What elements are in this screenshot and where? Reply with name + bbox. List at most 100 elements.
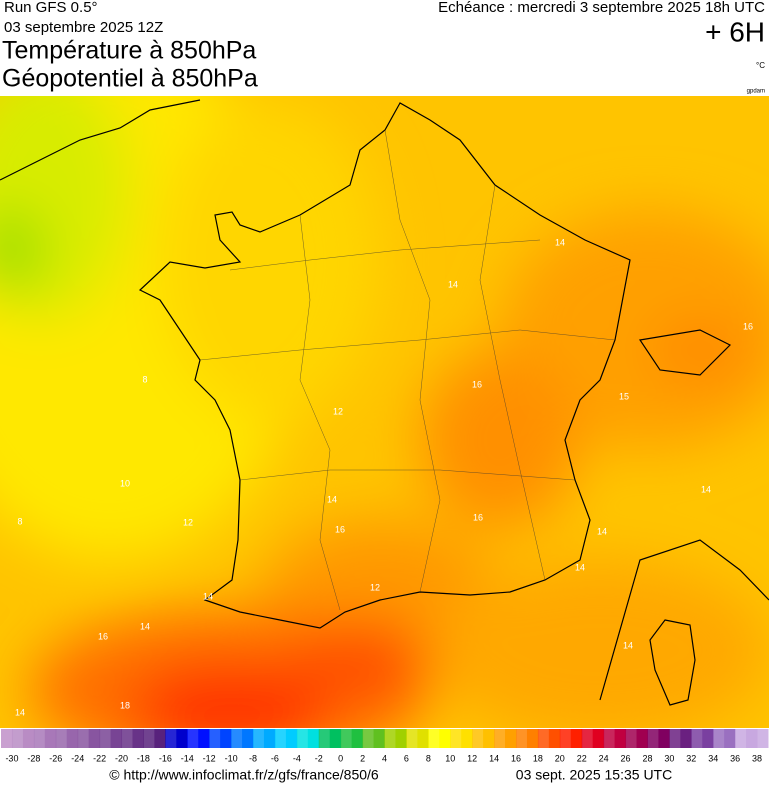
contour-label: 12 — [333, 406, 343, 416]
scale-swatch — [198, 729, 210, 748]
scale-label: 16 — [511, 753, 521, 763]
contour-label: 16 — [743, 321, 753, 331]
scale-swatch — [746, 729, 758, 748]
contour-label: 16 — [473, 512, 483, 522]
scale-swatch — [362, 729, 375, 748]
contour-label: 12 — [183, 517, 193, 527]
echeance: Echéance : mercredi 3 septembre 2025 18h… — [438, 0, 765, 16]
scale-swatch — [165, 729, 177, 748]
scale-swatch — [296, 729, 309, 748]
scale-swatch — [55, 729, 68, 748]
scale-swatch — [242, 729, 254, 748]
scale-swatch — [603, 729, 616, 748]
scale-swatch — [680, 729, 692, 748]
run-date: 03 septembre 2025 12Z — [4, 19, 163, 36]
scale-swatch — [329, 729, 342, 748]
scale-label: -30 — [5, 753, 18, 763]
scale-swatch — [691, 729, 703, 748]
scale-swatch — [373, 729, 385, 748]
scale-label: 26 — [621, 753, 631, 763]
scale-label: -14 — [181, 753, 194, 763]
scale-swatch — [22, 729, 35, 748]
source-url: © http://www.infoclimat.fr/z/gfs/france/… — [109, 767, 379, 783]
scale-label: -18 — [137, 753, 150, 763]
scale-swatch — [187, 729, 199, 748]
scale-swatch — [340, 729, 353, 748]
run-label: Run GFS 0.5° — [4, 0, 98, 16]
scale-swatch — [99, 729, 112, 748]
scale-swatch — [647, 729, 659, 748]
scale-swatch — [318, 729, 331, 748]
scale-swatch — [526, 729, 539, 748]
scale-swatch — [658, 729, 670, 748]
scale-swatch — [713, 729, 725, 748]
scale-swatch — [570, 729, 583, 748]
scale-label: 32 — [686, 753, 696, 763]
scale-label: 14 — [489, 753, 499, 763]
scale-swatch — [110, 729, 123, 748]
scale-swatch — [559, 729, 572, 748]
color-scale: -30 -28 -26 -24 -22 -20 -18 -16 -14 -12 -10 -8 -6 -4-… — [1, 729, 769, 763]
scale-swatch — [351, 729, 364, 748]
scale-swatch — [505, 729, 517, 748]
scale-label: 20 — [555, 753, 565, 763]
contour-labels: 8 8 10 12 12 14 16 16 18 14 14 14 16 16 14 14 14 14 16 15 14… — [15, 237, 753, 717]
contour-label: 14 — [15, 707, 25, 717]
scale-label: -10 — [225, 753, 238, 763]
scale-label: -6 — [271, 753, 279, 763]
contour-label: 8 — [17, 516, 22, 526]
scale-swatch — [439, 729, 451, 748]
scale-swatch — [143, 729, 155, 748]
scale-label: -8 — [249, 753, 257, 763]
scale-swatch — [735, 729, 747, 748]
scale-label: -16 — [159, 753, 172, 763]
scale-swatch — [548, 729, 561, 748]
department-borders — [199, 129, 616, 611]
credit: gpdam — [747, 89, 765, 95]
scale-label: 38 — [752, 753, 762, 763]
scale-label: 24 — [599, 753, 609, 763]
contour-label: 12 — [370, 582, 380, 592]
scale-label: 6 — [404, 753, 409, 763]
scale-swatch — [614, 729, 627, 748]
scale-swatch — [757, 729, 769, 748]
contour-label: 16 — [472, 379, 482, 389]
scale-swatch — [285, 729, 298, 748]
offset: + 6H — [705, 16, 765, 47]
scale-label: 0 — [338, 753, 343, 763]
scale-swatch — [384, 729, 396, 748]
scale-label: 12 — [467, 753, 477, 763]
scale-label: -4 — [293, 753, 301, 763]
scale-swatch — [231, 729, 243, 748]
scale-label: 28 — [642, 753, 652, 763]
title-geopotential: Géopotentiel à 850hPa — [2, 65, 258, 93]
scale-swatch — [253, 729, 265, 748]
scale-swatch — [132, 729, 144, 748]
title-temperature: Température à 850hPa — [2, 37, 256, 65]
contour-label: 10 — [120, 478, 130, 488]
scale-swatch — [636, 729, 648, 748]
map: 8 8 10 12 12 14 16 16 18 14 14 14 16 16 14 14 14 14 16 15 14… — [0, 96, 769, 728]
scale-swatch — [483, 729, 495, 748]
scale-swatch — [176, 729, 188, 748]
contour-label: 14 — [701, 484, 711, 494]
contour-label: 16 — [335, 524, 345, 534]
scale-swatch — [406, 729, 418, 748]
scale-swatch — [702, 729, 714, 748]
scale-label: 10 — [445, 753, 455, 763]
scale-swatch — [428, 729, 440, 748]
contour-label: 14 — [597, 526, 607, 536]
contour-label: 14 — [448, 279, 458, 289]
contour-label: 15 — [619, 391, 629, 401]
scale-swatch — [669, 729, 681, 748]
scale-swatch — [11, 729, 24, 748]
scale-label: -12 — [203, 753, 216, 763]
scale-swatch — [121, 729, 133, 748]
contour-label: 14 — [575, 562, 585, 572]
scale-swatch — [220, 729, 232, 748]
scale-swatch — [395, 729, 407, 748]
contour-label: 14 — [555, 237, 565, 247]
scale-swatch — [66, 729, 79, 748]
